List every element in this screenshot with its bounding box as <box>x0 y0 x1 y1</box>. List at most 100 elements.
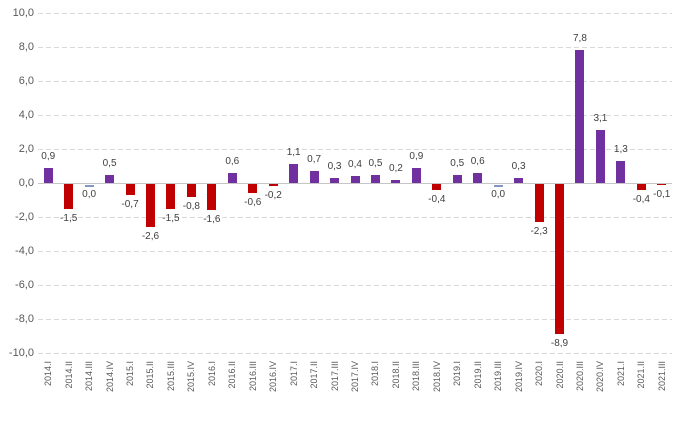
bar-value-label: -2,3 <box>530 226 548 238</box>
x-tick-label: 2019.II <box>472 361 483 389</box>
bar-value-label: 0,0 <box>82 189 97 200</box>
gridline <box>38 285 672 286</box>
bar-value-label: 0,5 <box>102 157 117 169</box>
bar <box>84 185 94 187</box>
bar-value-label: 0,7 <box>307 154 322 166</box>
bar <box>145 184 155 228</box>
y-tick-label: 4,0 <box>18 109 34 121</box>
bar-value-label: 0,2 <box>388 162 403 174</box>
x-tick-label: 2014.III <box>84 361 95 392</box>
x-tick-label: 2019.IV <box>513 361 524 393</box>
bar <box>391 179 401 183</box>
bar-value-label: 0,0 <box>491 189 506 200</box>
x-tick-label: 2015.I <box>125 361 136 387</box>
x-tick-label: 2019.III <box>493 361 504 392</box>
x-tick-label: 2020.III <box>574 361 585 392</box>
bar-value-label: -0,2 <box>264 190 282 202</box>
x-tick-label: 2015.II <box>145 361 156 389</box>
bar-value-label: -8,9 <box>550 338 569 350</box>
bar-value-label: -1,6 <box>203 214 221 226</box>
bar-value-label: 7,8 <box>573 33 587 45</box>
bar <box>473 172 483 183</box>
bar-value-label: 1,3 <box>613 143 628 155</box>
x-tick-label: 2018.IV <box>431 361 442 393</box>
gridline <box>38 251 672 252</box>
bar-value-label: -0,4 <box>632 193 650 205</box>
x-tick-label: 2014.I <box>43 361 54 387</box>
bar-value-label: 0,9 <box>41 150 56 162</box>
y-tick-label: 8,0 <box>18 41 34 53</box>
x-tick-label: 2020.I <box>534 361 545 387</box>
x-tick-label: 2014.IV <box>104 361 115 393</box>
bar-value-label: -0,7 <box>121 198 139 210</box>
bar-value-label: -2,6 <box>141 231 160 243</box>
bar <box>657 184 667 185</box>
bar <box>64 184 74 209</box>
bar <box>636 184 646 190</box>
bar <box>43 167 53 183</box>
bar-value-label: -0,6 <box>244 197 262 209</box>
bar-value-label: -1,5 <box>162 212 180 224</box>
bar <box>534 184 544 223</box>
y-tick-label: -10,0 <box>8 347 34 359</box>
bar <box>616 160 626 183</box>
x-tick-label: 2015.IV <box>186 361 197 393</box>
bar-value-label: 0,5 <box>450 157 465 169</box>
bar <box>248 184 258 194</box>
x-tick-label: 2020.IV <box>595 361 606 393</box>
y-tick-label: 2,0 <box>18 143 34 155</box>
gridline <box>38 81 672 82</box>
x-tick-label: 2017.IV <box>350 361 360 393</box>
gridline <box>38 115 672 116</box>
bar-value-label: -0,8 <box>182 200 200 212</box>
bar <box>432 184 442 190</box>
bar-value-label: 0,3 <box>511 160 526 172</box>
gridline <box>38 47 672 48</box>
x-tick-label: 2016.IV <box>268 361 279 393</box>
x-tick-label: 2017.II <box>309 361 320 389</box>
bar-value-label: -1,5 <box>60 212 78 224</box>
gridline <box>38 13 672 14</box>
x-tick-label: 2018.III <box>411 361 422 392</box>
bar <box>350 176 360 183</box>
zero-axis-line <box>38 183 672 184</box>
bar <box>370 174 380 183</box>
bar <box>105 174 115 183</box>
x-tick-label: 2021.I <box>615 361 626 387</box>
bar <box>493 185 503 187</box>
bar <box>227 172 237 183</box>
gridline <box>38 217 672 218</box>
bar <box>555 184 565 335</box>
x-tick-label: 2021.III <box>656 361 667 392</box>
y-tick-label: 10,0 <box>12 7 34 19</box>
y-tick-label: 6,0 <box>18 75 34 87</box>
x-tick-label: 2016.III <box>247 361 258 392</box>
x-tick-label: 2018.I <box>370 361 381 387</box>
bar <box>125 184 135 195</box>
y-tick-label: -2,0 <box>15 211 34 223</box>
bar-value-label: 3,1 <box>593 113 608 125</box>
bar <box>207 184 217 211</box>
bar <box>575 50 585 183</box>
bar-value-label: 0,4 <box>348 159 362 171</box>
gridline <box>38 319 672 320</box>
x-tick-label: 2018.II <box>390 361 401 389</box>
x-tick-label: 2016.II <box>227 361 238 389</box>
bar-value-label: -0,4 <box>428 193 446 205</box>
bar-value-label: 0,6 <box>225 155 240 167</box>
bar-value-label: 1,1 <box>286 147 301 159</box>
bar <box>166 184 176 209</box>
y-tick-label: -4,0 <box>15 245 34 257</box>
bar <box>309 171 319 183</box>
bar <box>452 174 462 183</box>
bar <box>411 167 421 183</box>
x-tick-label: 2017.I <box>288 361 299 387</box>
x-tick-label: 2020.II <box>554 361 565 389</box>
x-tick-label: 2014.II <box>63 361 74 389</box>
